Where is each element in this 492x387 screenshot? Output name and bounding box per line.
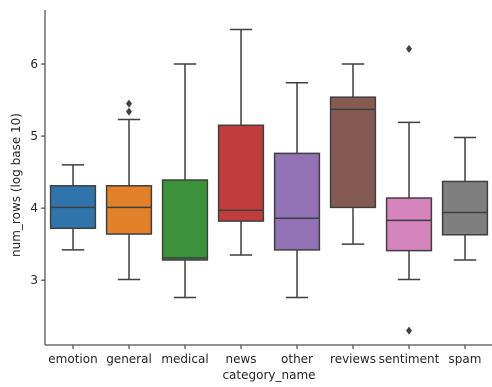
box-group-emotion — [49, 164, 97, 251]
x-tick-label-news: news — [225, 352, 256, 366]
x-tick-label-other: other — [281, 352, 313, 366]
outlier-point-general-1 — [126, 99, 132, 108]
y-tick-label: 3 — [30, 273, 38, 287]
box-general — [105, 185, 153, 235]
box-group-news — [217, 28, 265, 256]
x-tick-label-medical: medical — [161, 352, 208, 366]
x-tick-label-emotion: emotion — [48, 352, 97, 366]
axes: 3 4 5 6 emotion general medical news other review… — [30, 10, 492, 366]
box-group-other — [273, 82, 321, 299]
y-tick-label: 4 — [30, 201, 38, 215]
x-tick-label-general: general — [106, 352, 152, 366]
x-tick-label-reviews: reviews — [330, 352, 376, 366]
y-tick-label: 5 — [30, 129, 38, 143]
box-group-spam — [441, 136, 489, 261]
box-sentiment — [385, 197, 433, 252]
box-group-general — [105, 99, 153, 281]
box-spam — [441, 180, 489, 236]
outlier-point-sentiment-0 — [406, 44, 412, 53]
x-tick-label-spam: spam — [449, 352, 482, 366]
box-group-sentiment — [385, 44, 433, 335]
box-news — [217, 124, 265, 222]
box-other — [273, 152, 321, 251]
box-group-reviews — [329, 63, 377, 245]
box-group-medical — [161, 63, 209, 299]
outlier-point-sentiment-1 — [406, 326, 412, 335]
x-axis-label: category_name — [222, 368, 315, 382]
y-tick-label: 6 — [30, 57, 38, 71]
x-tick-label-sentiment: sentiment — [379, 352, 440, 366]
plot-area — [49, 28, 489, 335]
box-reviews — [329, 96, 377, 209]
box-medical — [161, 179, 209, 261]
outlier-point-general-0 — [126, 107, 132, 116]
y-axis-label: num_rows (log base 10) — [9, 113, 23, 257]
